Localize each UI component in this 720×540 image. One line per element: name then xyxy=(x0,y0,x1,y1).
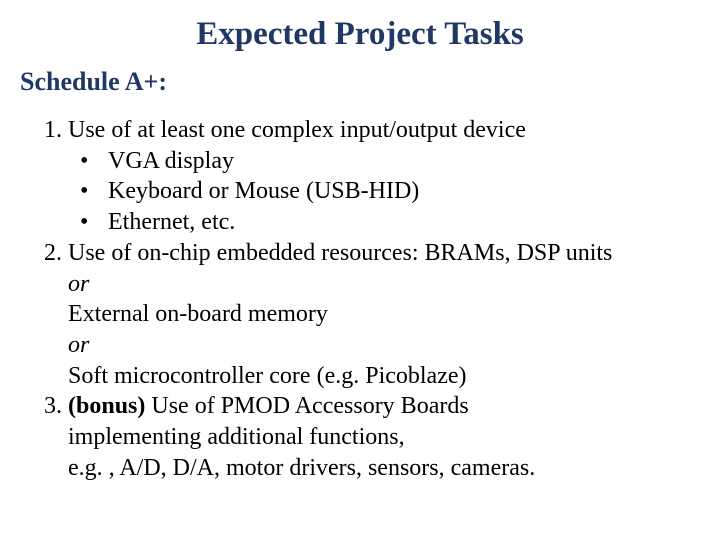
or-text: or xyxy=(20,269,700,300)
sub-text: Ethernet, etc. xyxy=(108,207,235,238)
list-text-span: Use of PMOD Accessory Boards xyxy=(145,393,468,419)
list-text: implementing additional functions, xyxy=(20,422,700,453)
sub-text: Keyboard or Mouse (USB-HID) xyxy=(108,176,419,207)
list-item-1: 1. Use of at least one complex input/out… xyxy=(20,115,700,146)
sub-item: • VGA display xyxy=(20,146,700,177)
sub-item: • Ethernet, etc. xyxy=(20,207,700,238)
list-text: External on-board memory xyxy=(20,299,700,330)
bonus-label: (bonus) xyxy=(68,393,145,419)
bullet-icon: • xyxy=(80,176,108,207)
list-text: Use of at least one complex input/output… xyxy=(68,115,700,146)
list-text: (bonus) Use of PMOD Accessory Boards xyxy=(68,391,700,422)
slide-title: Expected Project Tasks xyxy=(20,16,700,53)
sub-text: VGA display xyxy=(108,146,234,177)
list-number: 2. xyxy=(20,238,68,269)
bullet-icon: • xyxy=(80,146,108,177)
list-text: Use of on-chip embedded resources: BRAMs… xyxy=(68,238,700,269)
list-item-2: 2. Use of on-chip embedded resources: BR… xyxy=(20,238,700,269)
slide-subtitle: Schedule A+: xyxy=(20,67,700,97)
slide: Expected Project Tasks Schedule A+: 1. U… xyxy=(0,0,720,540)
list-text: Soft microcontroller core (e.g. Picoblaz… xyxy=(20,361,700,392)
slide-body: 1. Use of at least one complex input/out… xyxy=(20,115,700,484)
list-number: 1. xyxy=(20,115,68,146)
list-number: 3. xyxy=(20,391,68,422)
list-item-3: 3. (bonus) Use of PMOD Accessory Boards xyxy=(20,391,700,422)
list-text: e.g. , A/D, D/A, motor drivers, sensors,… xyxy=(20,453,700,484)
or-text: or xyxy=(20,330,700,361)
bullet-icon: • xyxy=(80,207,108,238)
sub-item: • Keyboard or Mouse (USB-HID) xyxy=(20,176,700,207)
